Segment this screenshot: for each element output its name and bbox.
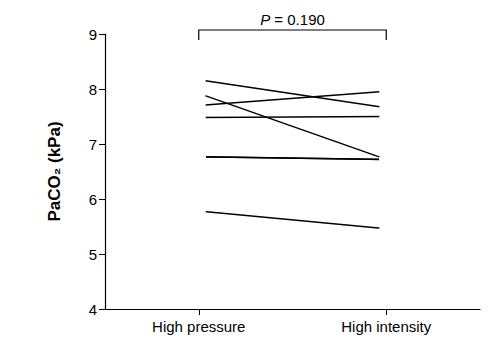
- svg-text:9: 9: [89, 26, 97, 43]
- svg-text:7: 7: [89, 136, 97, 153]
- svg-text:8: 8: [89, 81, 97, 98]
- svg-text:High intensity: High intensity: [341, 318, 432, 335]
- svg-text:High pressure: High pressure: [152, 318, 245, 335]
- svg-text:5: 5: [89, 246, 97, 263]
- svg-text:P: P: [260, 11, 270, 28]
- svg-text:= 0.190: = 0.190: [270, 11, 325, 28]
- svg-text:6: 6: [89, 191, 97, 208]
- svg-text:4: 4: [89, 301, 97, 318]
- svg-text:PaCO₂ (kPa): PaCO₂ (kPa): [45, 121, 64, 221]
